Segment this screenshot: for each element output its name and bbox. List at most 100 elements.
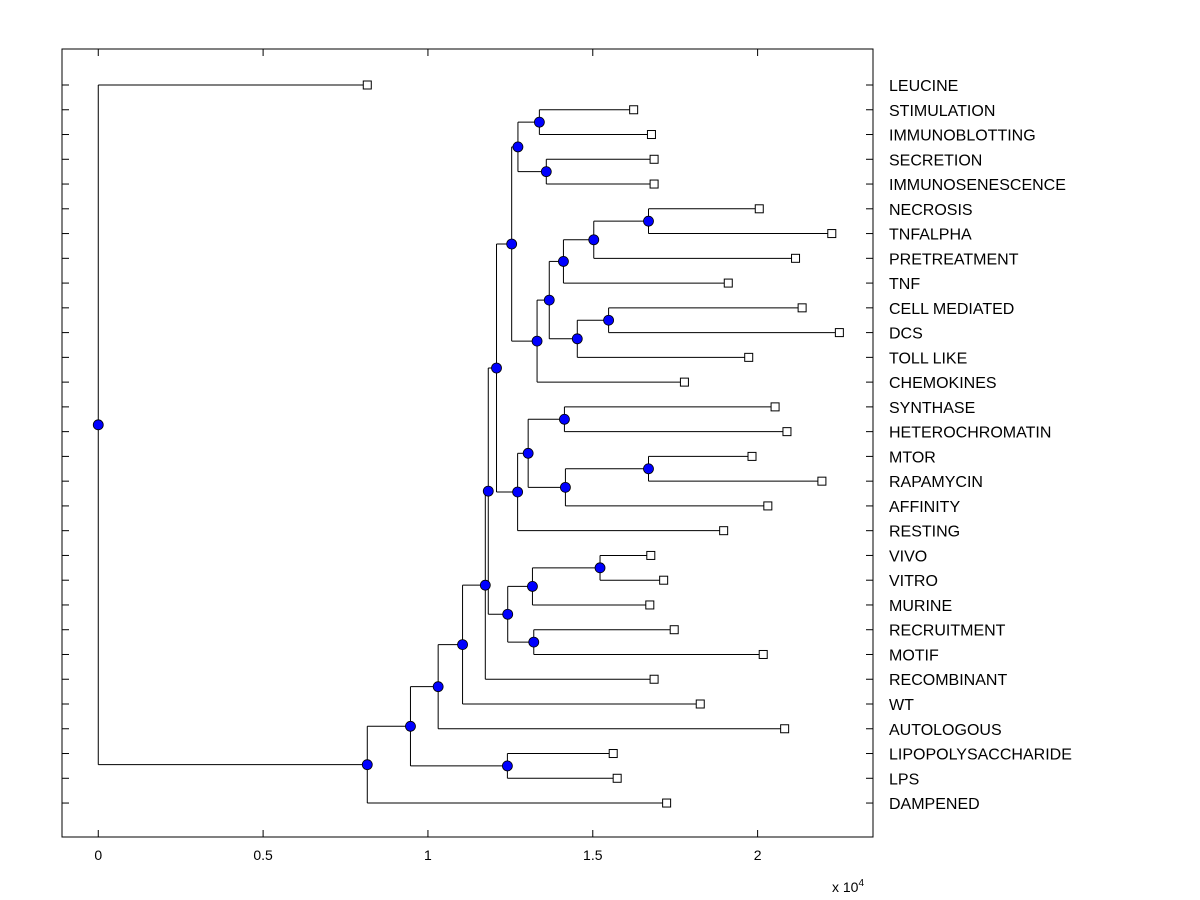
leaf-marker-affinity (763, 501, 773, 511)
leaf-marker-secretion (649, 154, 659, 164)
leaf-marker-synthase (770, 402, 780, 412)
y-ticks (62, 84, 873, 804)
node-marker-n_stim_immuno (533, 116, 545, 128)
branch-lines (97, 84, 840, 804)
leaf-marker-stimulation (629, 105, 639, 115)
node-marker-n_lower_main (405, 720, 416, 732)
leaf-label: VITRO (889, 573, 938, 590)
leaf-label: PRETREATMENT (889, 251, 1019, 268)
node-marker-n_chemo (531, 335, 543, 347)
leaf-marker-immunoblotting (646, 130, 656, 140)
leaf-label: CELL MEDIATED (889, 301, 1014, 318)
leaf-marker-resting (719, 526, 729, 536)
x-multiplier-label: x 104 (832, 878, 864, 895)
leaf-marker-vivo (646, 550, 656, 560)
leaf-marker-dampened (662, 798, 672, 808)
node-marker-n_cell_dcs (603, 314, 615, 326)
leaf-label: MURINE (889, 598, 952, 615)
leaf-marker-tnfalpha (827, 229, 837, 239)
x-tick-label: 1 (424, 847, 432, 863)
node-marker-n_auto (432, 681, 444, 693)
leaf-label: MOTIF (889, 647, 939, 664)
leaf-label: VIVO (889, 548, 927, 565)
leaf-label: RECRUITMENT (889, 623, 1006, 640)
leaf-label: STIMULATION (889, 103, 995, 120)
leaf-label: TNFALPHA (889, 227, 972, 244)
leaf-label: RECOMBINANT (889, 672, 1007, 689)
leaf-marker-lipopolysaccharide (608, 749, 618, 759)
plot-frame (61, 48, 874, 838)
leaf-label: CHEMOKINES (889, 375, 997, 392)
node-marker-n_toll (571, 333, 583, 345)
node-marker-n_main (482, 485, 494, 497)
node-marker-n_mid4 (522, 447, 534, 459)
leaf-marker-leucine (362, 80, 372, 90)
leaf-label: LIPOPOLYSACCHARIDE (889, 747, 1072, 764)
leaf-label: IMMUNOBLOTTING (889, 128, 1036, 145)
node-marker-n_tnf (558, 256, 569, 267)
leaf-label: AFFINITY (889, 499, 960, 516)
leaf-markers (362, 80, 844, 808)
leaf-label: DCS (889, 326, 923, 343)
leaf-label: IMMUNOSENESCENCE (889, 177, 1066, 194)
leaf-marker-mtor (747, 451, 757, 461)
leaf-marker-wt (695, 699, 705, 709)
node-marker-n_vivo_vitro (594, 562, 606, 574)
node-marker-n_resting (512, 486, 524, 498)
leaf-labels: LEUCINE STIMULATION IMMUNOBLOTTING SECRETIO… (889, 78, 1072, 813)
leaf-marker-pretreatment (791, 253, 801, 263)
leaf-label: LPS (889, 771, 919, 788)
node-marker-n_top4 (512, 141, 524, 153)
leaf-marker-vitro (659, 575, 669, 585)
node-marker-n_lower4 (502, 608, 514, 620)
x-tick-labels: 0 0.5 1 1.5 2 (94, 847, 761, 863)
node-marker-n_affinity (560, 481, 571, 493)
leaf-label: DAMPENED (889, 796, 980, 813)
leaf-marker-recombinant (649, 674, 659, 684)
leaf-marker-autologous (780, 724, 790, 734)
node-marker-n_root (92, 419, 104, 431)
node-markers (92, 116, 654, 772)
leaf-label: TOLL LIKE (889, 350, 967, 367)
node-marker-n_necr_tnfa (643, 215, 654, 227)
leaf-label: HETEROCHROMATIN (889, 425, 1051, 442)
x-tick-label: 0 (94, 847, 102, 863)
leaf-label: LEUCINE (889, 78, 958, 95)
leaf-marker-necrosis (754, 204, 764, 214)
leaf-marker-cell-mediated (797, 303, 807, 313)
leaf-label: AUTOLOGOUS (889, 722, 1002, 739)
x-tick-label: 2 (754, 847, 762, 863)
leaf-marker-murine (645, 600, 655, 610)
leaf-marker-dcs (834, 328, 844, 338)
leaf-label: RAPAMYCIN (889, 474, 983, 491)
node-marker-n_wt (457, 639, 468, 650)
x-tick-label: 1.5 (583, 847, 603, 863)
leaf-marker-lps (612, 773, 622, 783)
node-marker-n_dampened (361, 759, 373, 771)
leaf-label: TNF (889, 276, 920, 293)
leaf-marker-immunosenescence (649, 179, 659, 189)
leaf-label: RESTING (889, 524, 960, 541)
leaf-label: SYNTHASE (889, 400, 975, 417)
leaf-marker-rapamycin (817, 476, 827, 486)
leaf-marker-tnf (723, 278, 733, 288)
node-marker-n_murine (527, 580, 538, 592)
node-marker-n_lps (501, 760, 513, 772)
leaf-label: WT (889, 697, 914, 714)
leaf-marker-recruitment (669, 625, 679, 635)
x-tick-label: 0.5 (253, 847, 273, 863)
x-ticks (97, 49, 759, 837)
node-marker-n_recr_motif (528, 636, 540, 648)
node-marker-n_pretreat (588, 234, 600, 246)
node-marker-n_upper (506, 238, 518, 250)
node-marker-n_secr_immunosen (540, 166, 552, 178)
leaf-label: NECROSIS (889, 202, 973, 219)
leaf-marker-chemokines (679, 377, 689, 387)
leaf-marker-motif (758, 649, 768, 659)
leaf-label: SECRETION (889, 152, 982, 169)
node-marker-n_synth_hetero (559, 413, 570, 425)
node-marker-n_inflam (543, 294, 555, 306)
node-marker-n_upper_big (491, 362, 502, 374)
node-marker-n_recomb (479, 579, 491, 591)
